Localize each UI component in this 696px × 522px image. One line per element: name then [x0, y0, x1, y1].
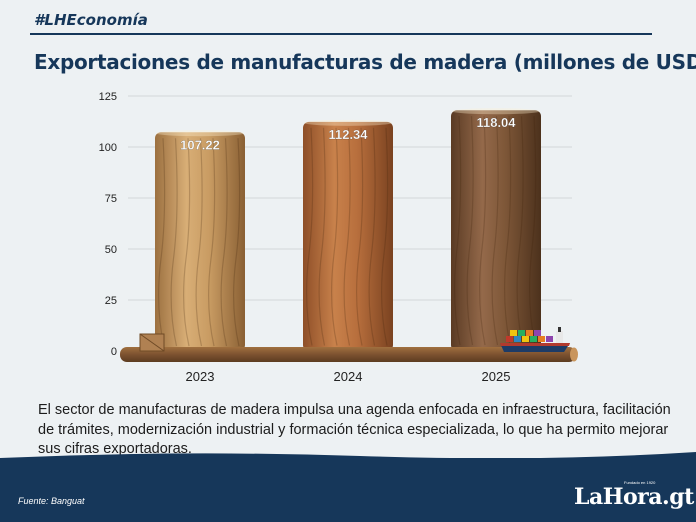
wood-grain-line	[195, 138, 203, 347]
wood-grain-line	[529, 116, 537, 346]
bar-top	[304, 119, 392, 126]
logo-tagline: Fundado en 1920	[624, 480, 656, 485]
wood-grain-line	[504, 116, 512, 346]
wood-grain-line	[356, 127, 364, 346]
wood-grain-line	[170, 138, 178, 347]
wood-grain-line	[454, 116, 462, 346]
bar-body	[451, 110, 541, 352]
bar-2024: 112.34	[303, 119, 393, 351]
y-tick-label: 75	[105, 193, 117, 205]
bar-top	[452, 108, 540, 115]
bar-top	[156, 130, 244, 137]
bar-body	[155, 132, 245, 351]
header-divider	[30, 33, 652, 35]
description-paragraph: El sector de manufacturas de madera impu…	[38, 402, 671, 457]
y-tick-label: 50	[105, 244, 117, 256]
wood-grain-line	[306, 127, 314, 346]
bar-value-label: 112.34	[328, 127, 368, 142]
wood-grain-line	[331, 127, 339, 346]
wood-grain-line	[343, 127, 351, 346]
cargo-ship-icon	[500, 327, 570, 352]
wood-grain-line	[381, 127, 389, 346]
hashtag-label: #LHEconomía	[34, 11, 148, 29]
wood-grain-line	[208, 138, 216, 347]
log-end	[570, 347, 578, 362]
log-base	[120, 347, 576, 362]
wood-grain-line	[368, 127, 376, 346]
footer-bar	[0, 458, 696, 522]
bar-body	[303, 121, 393, 351]
wood-grain-line	[220, 138, 228, 347]
bar-value-label: 118.04	[476, 115, 516, 130]
bar-2023: 107.22	[155, 130, 245, 351]
y-tick-label: 125	[99, 91, 117, 103]
source-label: Fuente: Banguat	[18, 496, 85, 506]
wood-grain-line	[233, 138, 241, 347]
wood-grain-line	[516, 116, 524, 346]
y-tick-label: 25	[105, 295, 117, 307]
y-tick-label: 100	[99, 142, 117, 154]
y-tick-label: 0	[111, 346, 117, 358]
lahora-logo[interactable]: LaHora.gt	[574, 484, 694, 510]
wood-grain-line	[479, 116, 487, 346]
crate-icon	[139, 333, 165, 352]
wood-grain-line	[158, 138, 166, 347]
wood-grain-line	[491, 116, 499, 346]
bar-chart: 0 25 50 75 100 125 107.22 112.34 118.04 2023 202…	[99, 91, 578, 384]
x-tick-label: 2025	[482, 369, 511, 384]
x-tick-label: 2023	[186, 369, 215, 384]
wood-grain-line	[318, 127, 326, 346]
wood-grain-line	[183, 138, 191, 347]
chart-title: Exportaciones de manufacturas de madera …	[34, 50, 696, 74]
bar-2025: 118.04	[451, 108, 541, 352]
x-tick-label: 2024	[334, 369, 363, 384]
bar-value-label: 107.22	[180, 137, 220, 152]
wood-grain-line	[466, 116, 474, 346]
